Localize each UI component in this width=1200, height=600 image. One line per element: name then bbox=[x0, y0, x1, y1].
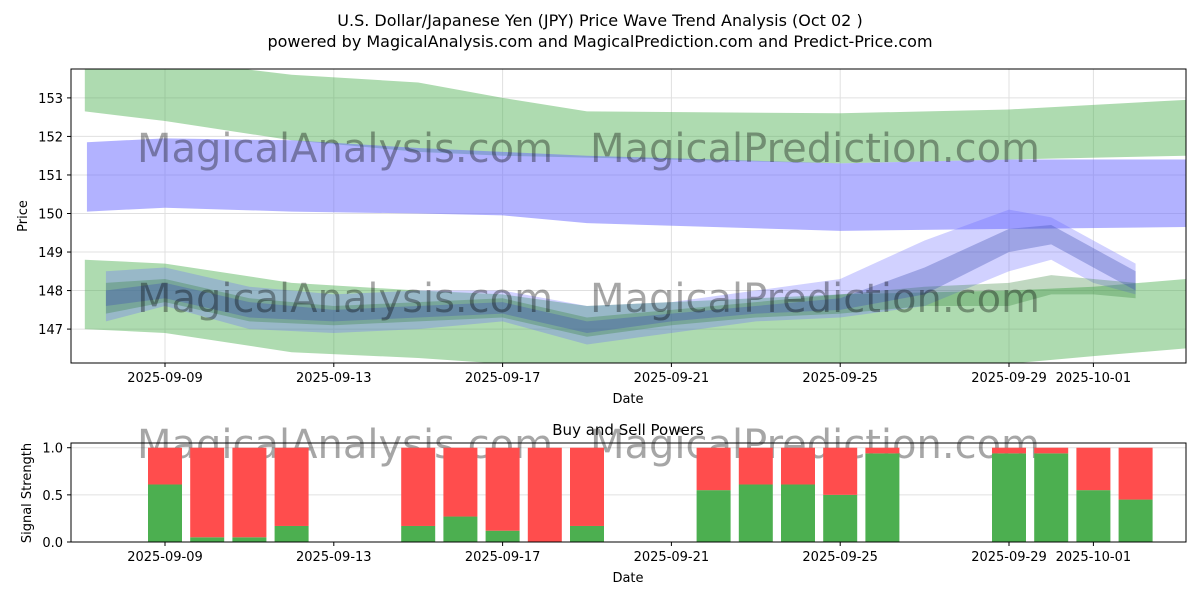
buy-bar bbox=[738, 484, 773, 542]
x-tick-label: 2025-09-13 bbox=[296, 550, 372, 565]
x-tick-label: 2025-10-01 bbox=[1056, 371, 1132, 386]
sell-bar bbox=[1118, 447, 1153, 500]
buy-bar bbox=[1118, 499, 1153, 542]
sell-bar bbox=[570, 447, 604, 526]
watermark: MagicalAnalysis.com bbox=[137, 276, 553, 322]
signal-x-axis-label: Date bbox=[612, 571, 643, 586]
wave-band-1 bbox=[105, 209, 1136, 345]
y-tick-label: 0.5 bbox=[42, 489, 63, 504]
sell-bar bbox=[443, 447, 478, 517]
x-tick-label: 2025-09-25 bbox=[802, 371, 878, 386]
lower-green-band bbox=[84, 259, 1186, 363]
wave-band-2 bbox=[105, 275, 1136, 337]
x-tick-label: 2025-09-29 bbox=[971, 371, 1047, 386]
sell-bar bbox=[148, 447, 182, 485]
x-tick-label: 2025-09-21 bbox=[634, 371, 710, 386]
sell-bar bbox=[1034, 447, 1069, 454]
buy-bar bbox=[1034, 453, 1069, 542]
x-axis-label: Date bbox=[612, 392, 643, 407]
wave-band-3 bbox=[105, 225, 1136, 333]
sell-bar bbox=[992, 447, 1026, 454]
x-tick-label: 2025-09-21 bbox=[634, 550, 710, 565]
sell-bar bbox=[865, 447, 900, 454]
upper-blue-band bbox=[86, 138, 1186, 231]
buy-bar bbox=[274, 525, 309, 542]
watermark: MagicalPrediction.com bbox=[590, 126, 1040, 172]
y-tick-label: 150 bbox=[38, 207, 63, 222]
sell-bar bbox=[274, 447, 309, 526]
sell-bar bbox=[485, 447, 520, 531]
sell-bar bbox=[1076, 447, 1111, 491]
buy-bar bbox=[1076, 490, 1111, 542]
y-tick-label: 153 bbox=[38, 92, 63, 107]
x-tick-label: 2025-09-13 bbox=[296, 371, 372, 386]
sell-bar bbox=[781, 447, 815, 485]
y-axis-label: Price bbox=[16, 200, 31, 232]
y-tick-label: 149 bbox=[38, 246, 63, 261]
sell-bar bbox=[527, 447, 562, 542]
sell-bar bbox=[738, 447, 773, 485]
x-tick-label: 2025-09-09 bbox=[127, 550, 203, 565]
sell-bar bbox=[232, 447, 267, 538]
chart-subtitle: powered by MagicalAnalysis.com and Magic… bbox=[267, 32, 932, 51]
chart-title: U.S. Dollar/Japanese Yen (JPY) Price Wav… bbox=[337, 11, 862, 30]
x-tick-label: 2025-09-09 bbox=[127, 371, 203, 386]
sell-bar bbox=[696, 447, 731, 491]
upper-green-band bbox=[84, 69, 1186, 164]
x-tick-label: 2025-09-17 bbox=[465, 371, 541, 386]
sell-bar bbox=[401, 447, 436, 526]
buy-bar bbox=[823, 494, 858, 542]
y-tick-label: 151 bbox=[38, 169, 63, 184]
y-tick-label: 148 bbox=[38, 285, 63, 300]
plot-frame bbox=[70, 442, 1187, 543]
buy-bar bbox=[781, 484, 815, 542]
buy-bar bbox=[865, 453, 900, 542]
buy-bar bbox=[992, 453, 1026, 542]
watermark: MagicalPrediction.com bbox=[590, 276, 1040, 322]
watermark: MagicalAnalysis.com bbox=[137, 126, 553, 172]
sell-bar bbox=[190, 447, 225, 538]
x-tick-label: 2025-09-17 bbox=[465, 550, 541, 565]
y-tick-label: 0.0 bbox=[42, 536, 63, 551]
sell-bar bbox=[823, 447, 858, 495]
buy-bar bbox=[148, 484, 182, 542]
buy-bar bbox=[443, 516, 478, 542]
buy-bar bbox=[232, 537, 267, 542]
signal-chart: 0.0 0.5 1.0 2025-09-09 2025-09-13 2025-09-17 2… bbox=[42, 422, 1187, 565]
signal-y-axis-label: Signal Strength bbox=[20, 443, 35, 543]
buy-bar bbox=[696, 490, 731, 542]
buy-bar bbox=[485, 530, 520, 542]
price-chart: 147 148 149 150 151 152 153 2025-09-09 2025-09-1… bbox=[38, 68, 1187, 386]
x-tick-label: 2025-09-29 bbox=[971, 550, 1047, 565]
x-tick-label: 2025-09-25 bbox=[802, 550, 878, 565]
buy-bar bbox=[401, 525, 436, 542]
buy-bar bbox=[570, 525, 604, 542]
y-tick-label: 1.0 bbox=[42, 442, 63, 457]
y-tick-label: 147 bbox=[38, 323, 63, 338]
plot-frame bbox=[70, 68, 1187, 364]
signal-chart-title: Buy and Sell Powers bbox=[552, 421, 704, 439]
bands bbox=[84, 69, 1186, 363]
y-tick-label: 152 bbox=[38, 130, 63, 145]
buy-bar bbox=[190, 537, 225, 542]
x-tick-label: 2025-10-01 bbox=[1056, 550, 1132, 565]
